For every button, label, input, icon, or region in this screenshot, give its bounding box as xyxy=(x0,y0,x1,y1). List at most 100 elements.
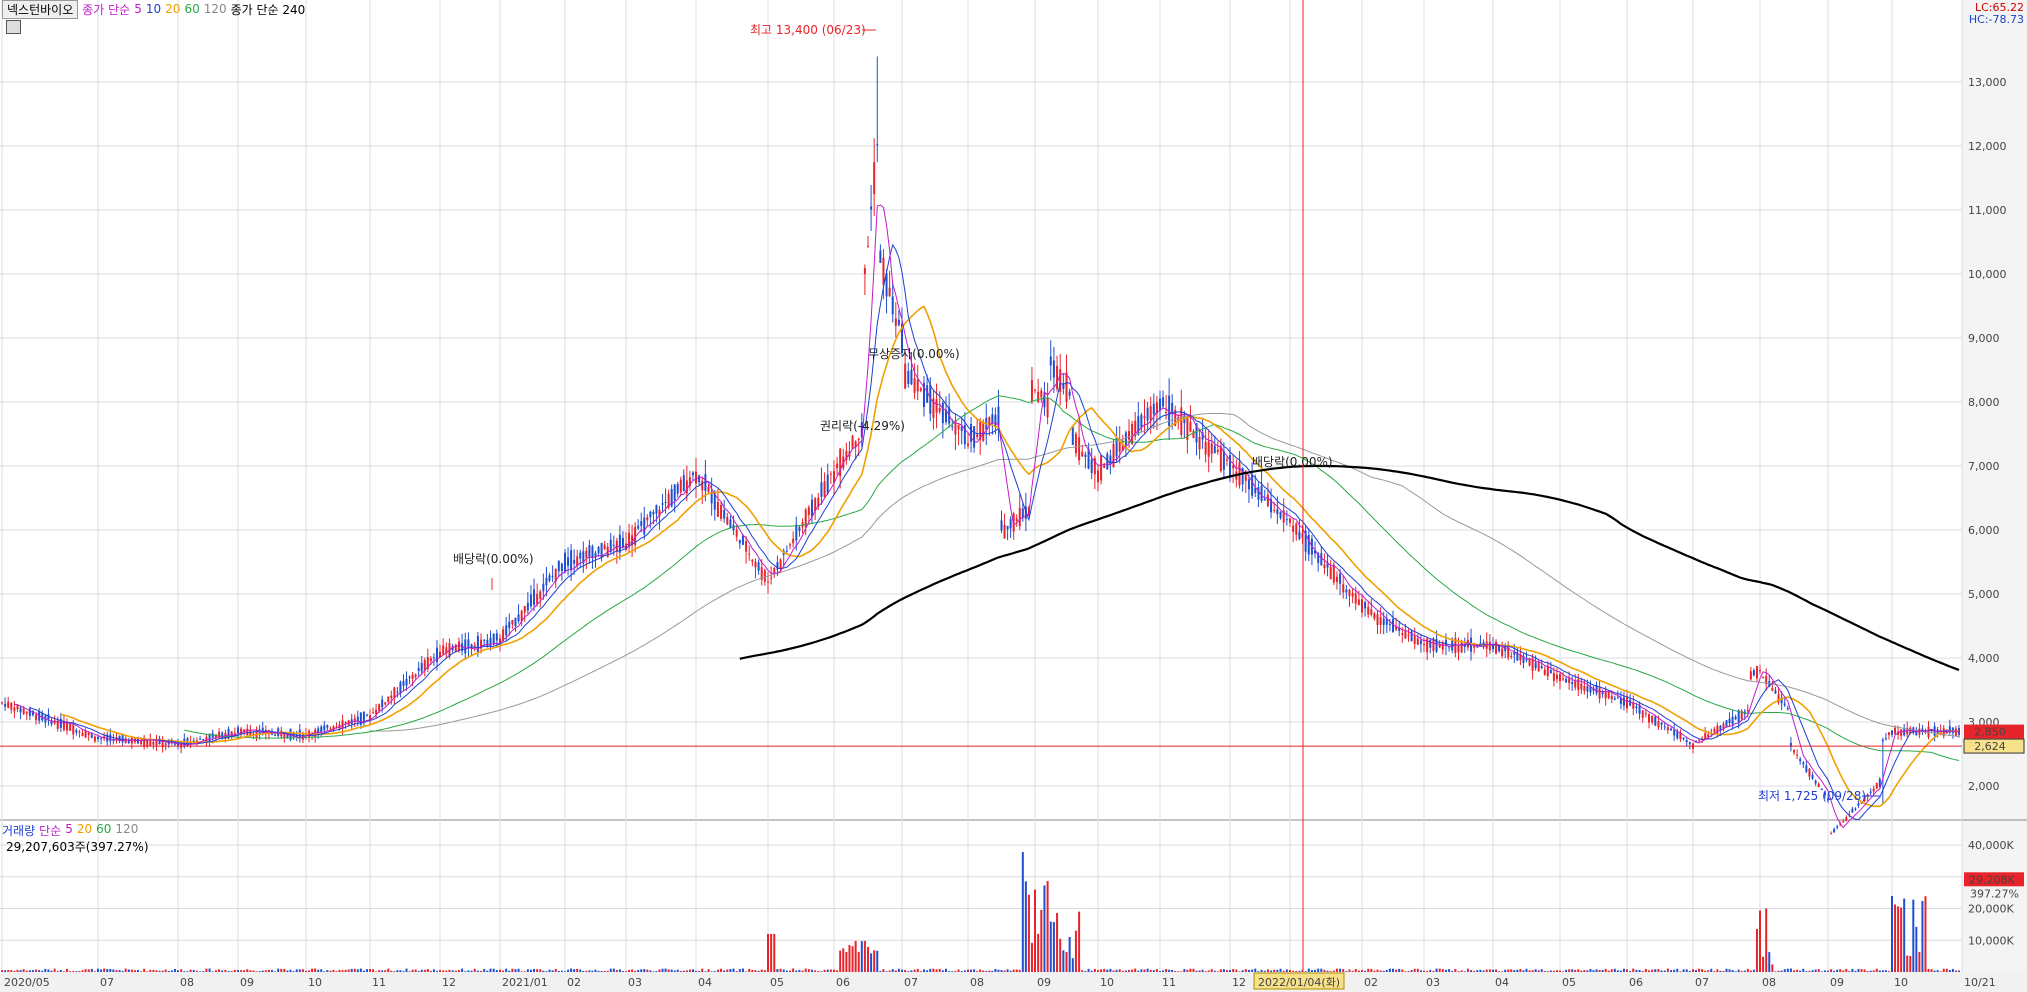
volume-bar xyxy=(1180,971,1183,972)
volume-bar xyxy=(4,970,7,972)
volume-bar xyxy=(1629,970,1632,972)
candle-body xyxy=(1,702,3,704)
volume-bar xyxy=(801,970,804,972)
candle-body xyxy=(618,534,621,553)
candle-body xyxy=(804,509,807,528)
volume-bar xyxy=(1263,970,1266,972)
candle-body xyxy=(960,426,963,432)
volume-bar xyxy=(28,970,31,972)
volume-bar xyxy=(1276,969,1279,972)
candle-body xyxy=(1525,659,1528,661)
candle-body xyxy=(22,708,25,715)
volume-bar xyxy=(932,968,935,972)
candle-body xyxy=(1638,705,1641,714)
volume-bar xyxy=(1435,968,1438,972)
volume-bar xyxy=(1692,969,1694,972)
volume-bar xyxy=(923,969,925,972)
candle-body xyxy=(679,479,682,493)
volume-bar xyxy=(1710,968,1713,972)
volume-bar xyxy=(625,971,627,972)
candle-body xyxy=(954,420,957,435)
volume-bar xyxy=(1081,970,1084,972)
candle-body xyxy=(1534,662,1537,669)
volume-legend-title: 거래량 xyxy=(2,824,36,838)
volume-bar xyxy=(1568,969,1571,972)
volume-bar xyxy=(603,970,606,972)
candle-body xyxy=(720,505,723,519)
candle-body xyxy=(1842,821,1845,823)
candle-body xyxy=(798,527,801,531)
volume-bar xyxy=(69,971,72,972)
candle-body xyxy=(1323,564,1326,569)
candle-body xyxy=(1021,508,1024,518)
volume-bar xyxy=(261,970,264,972)
volume-bar xyxy=(1752,969,1755,972)
candle-body xyxy=(1320,553,1323,566)
candle-body xyxy=(1401,633,1404,636)
grid-icon[interactable] xyxy=(6,20,21,34)
volume-bar xyxy=(609,968,612,972)
volume-bar xyxy=(192,969,195,972)
volume-bar xyxy=(445,970,448,972)
volume-bar xyxy=(1109,968,1112,972)
x-tick-label: 08 xyxy=(1762,976,1776,989)
candle-body xyxy=(910,369,913,385)
candle-body xyxy=(227,728,230,739)
candle-body xyxy=(420,663,423,672)
volume-bar xyxy=(1052,922,1055,972)
candle-body xyxy=(476,635,479,653)
volume-bar xyxy=(205,968,208,972)
volume-bar xyxy=(180,969,183,972)
x-tick-label: 10 xyxy=(308,976,322,989)
volume-bar xyxy=(372,969,375,972)
candle-body xyxy=(295,734,298,737)
y-tick-label: 12,000 xyxy=(1968,140,2007,153)
candle-body xyxy=(1786,708,1789,710)
candle-body xyxy=(1361,599,1363,613)
volume-bar xyxy=(533,968,536,972)
volume-last-box xyxy=(1964,872,2024,887)
candle-body xyxy=(1622,697,1625,706)
volume-bar xyxy=(1833,970,1836,972)
volume-bar xyxy=(97,968,99,972)
candle-body xyxy=(237,727,239,734)
volume-bar xyxy=(1762,956,1765,972)
candle-body xyxy=(1783,703,1786,706)
ticker-name[interactable]: 넥스턴바이오 xyxy=(2,0,79,19)
candle-body xyxy=(1062,383,1065,389)
volume-bar xyxy=(649,970,652,972)
candle-body xyxy=(1097,470,1099,483)
candle-body xyxy=(208,733,211,742)
candle-body xyxy=(1295,523,1298,535)
volume-bar xyxy=(1657,969,1660,972)
candle-body xyxy=(901,323,903,354)
volume-bar xyxy=(1746,968,1749,972)
candle-body xyxy=(1945,732,1948,734)
volume-bar xyxy=(751,969,754,972)
volume-bar xyxy=(1799,970,1802,972)
candle-body xyxy=(820,482,823,497)
candle-body xyxy=(146,739,149,747)
candle-body xyxy=(710,491,713,504)
candle-body xyxy=(405,678,408,686)
volume-bar xyxy=(876,950,879,972)
candle-body xyxy=(716,502,719,517)
volume-bar xyxy=(1027,894,1030,972)
x-tick-label: 10/21 xyxy=(1964,976,1996,989)
volume-bar xyxy=(570,968,573,972)
volume-bar xyxy=(1793,970,1795,972)
current-price-box xyxy=(1964,724,2024,739)
volume-bar xyxy=(1957,970,1960,972)
candle-body xyxy=(1473,645,1476,648)
candle-body xyxy=(35,715,38,721)
candle-body xyxy=(164,743,167,745)
volume-bar xyxy=(1155,969,1158,972)
candle-body xyxy=(1713,728,1716,732)
volume-bar xyxy=(1722,970,1725,972)
volume-bar xyxy=(529,969,532,972)
candle-body xyxy=(1872,788,1875,792)
volume-bar xyxy=(1037,933,1040,972)
candle-body xyxy=(1688,742,1691,745)
candle-body xyxy=(1866,794,1869,797)
candle-body xyxy=(1292,525,1295,532)
